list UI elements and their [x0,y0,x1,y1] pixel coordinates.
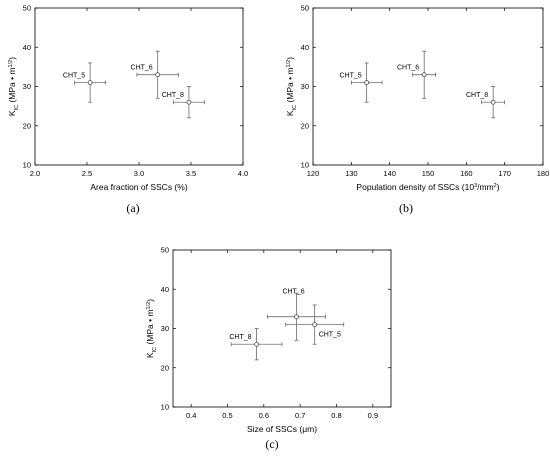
data-point-label-0: CHT_5 [339,73,361,80]
y-tick-label-4: 50 [301,4,309,13]
data-point-1 [155,72,161,78]
x-tick-label-3: 3.5 [186,169,196,178]
chart-a-plot: 2.0 2.5 3.0 3.5 4.0 10 20 30 40 50 Area fraction o… [7,4,248,192]
chart-c: 0.4 0.5 0.6 0.7 0.8 0.9 10 20 30 40 50 Size of SSCs… [145,246,392,434]
x-tick-label-4: 0.8 [331,411,341,420]
x-tick-label-5: 170 [498,169,511,178]
y-tick-label-0: 10 [301,161,309,170]
plot-frame [172,249,392,408]
data-point-label-0: CHT_8 [229,334,251,341]
plot-frame [312,7,544,166]
x-tick-label-1: 0.5 [222,411,232,420]
chart-c-plot: 0.4 0.5 0.6 0.7 0.8 0.9 10 20 30 40 50 Size of SSCs… [145,246,392,434]
y-tick-label-1: 20 [23,121,31,130]
y-tick-label-3: 40 [161,285,169,294]
y-tick-label-2: 30 [301,82,309,91]
chart-b: 120 130 140 150 160 170 180 10 20 30 40 50 Populatio… [285,4,549,192]
x-axis-label: Size of SSCs (μm) [247,424,317,434]
x-tick-label-6: 180 [537,169,550,178]
data-point-label-1: CHT_6 [397,65,419,72]
data-point-label-1: CHT_6 [131,65,153,72]
data-point-label-0: CHT_5 [63,73,85,80]
y-tick-label-2: 30 [161,324,169,333]
y-tick-label-4: 50 [161,246,169,255]
x-axis-label: Area fraction of SSCs (%) [90,182,187,192]
data-point-label-1: CHT_6 [282,289,304,296]
y-tick-label-1: 20 [301,121,309,130]
x-tick-label-2: 0.6 [259,411,269,420]
data-point-1 [421,72,427,78]
y-tick-label-1: 20 [161,363,169,372]
caption-a: (a) [126,201,140,215]
x-tick-label-3: 0.7 [295,411,305,420]
data-point-2 [312,322,318,327]
plot-frame [34,7,244,166]
x-tick-label-3: 150 [422,169,435,178]
x-tick-label-0: 120 [307,169,320,178]
x-tick-label-1: 2.5 [82,169,92,178]
y-axis-label: KIC (MPa • m1/2) [285,57,298,116]
data-point-0 [87,80,93,85]
y-tick-label-3: 40 [301,43,309,52]
y-tick-label-3: 40 [23,43,31,52]
x-tick-label-0: 0.4 [186,411,196,420]
data-point-1 [294,314,299,320]
chart-b-plot: 120 130 140 150 160 170 180 10 20 30 40 50 Populatio… [285,4,549,192]
data-point-2 [186,99,192,105]
x-tick-label-4: 4.0 [238,169,248,178]
data-point-label-2: CHT_5 [319,332,341,339]
caption-b: (b) [399,201,413,215]
data-point-2 [490,99,496,105]
y-axis-label: KIC (MPa • m1/2) [7,57,20,116]
y-tick-label-2: 30 [23,82,31,91]
y-axis-label: KIC (MPa • m1/2) [145,299,158,358]
x-tick-label-5: 0.9 [368,411,378,420]
data-point-label-2: CHT_8 [162,92,184,99]
x-axis-label: Population density of SSCs (103/mm2) [356,182,499,192]
caption-c: (c) [265,437,279,451]
data-point-0 [364,80,370,85]
y-tick-label-0: 10 [161,403,169,412]
x-tick-label-0: 2.0 [30,169,40,178]
data-point-0 [254,341,259,347]
x-tick-label-2: 140 [383,169,396,178]
x-tick-label-2: 3.0 [134,169,144,178]
y-tick-label-4: 50 [23,4,31,13]
x-tick-label-1: 130 [345,169,358,178]
y-tick-label-0: 10 [23,161,31,170]
data-point-label-2: CHT_8 [466,92,488,99]
x-tick-label-4: 160 [460,169,473,178]
chart-a: 2.0 2.5 3.0 3.5 4.0 10 20 30 40 50 Area fraction o… [7,4,248,192]
